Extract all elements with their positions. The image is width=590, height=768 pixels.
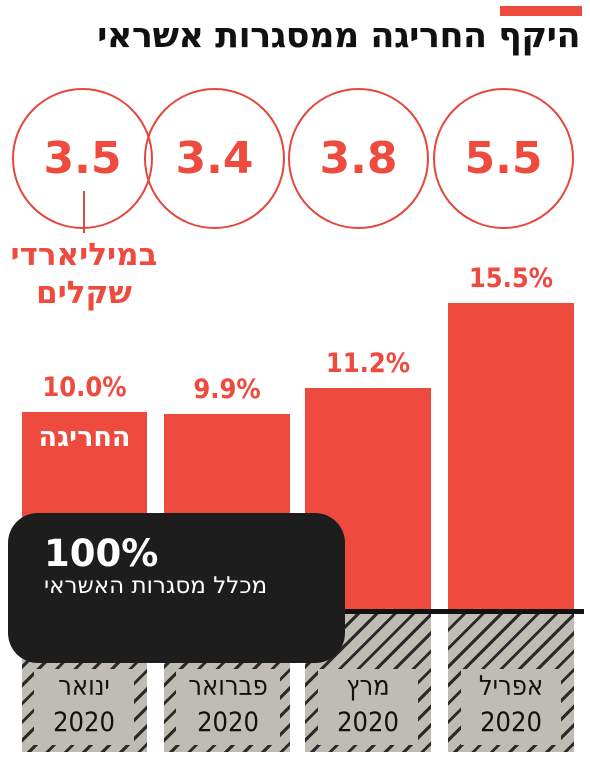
- unit-pointer-line: [83, 191, 85, 233]
- bar-value-label-january: 10.0%: [42, 371, 127, 403]
- month-label-january: ינואר 2020: [34, 669, 134, 745]
- amount-circle-february: 3.4: [144, 88, 285, 229]
- month-name: ינואר: [58, 671, 110, 702]
- bar-value-label-february: 9.9%: [193, 373, 261, 405]
- month-year: 2020: [53, 707, 115, 738]
- month-name: פברואר: [188, 671, 268, 702]
- month-label-february: פברואר 2020: [176, 669, 280, 745]
- bar-value-label-march: 11.2%: [325, 347, 411, 379]
- amount-circle-april: 5.5: [433, 88, 574, 229]
- bar-inner-label: החריגה: [38, 421, 131, 453]
- month-name: אפריל: [478, 671, 544, 702]
- bar-april: [448, 303, 574, 609]
- month-label-april: אפריל 2020: [461, 669, 561, 745]
- total-percent: 100%: [44, 532, 159, 575]
- month-year: 2020: [197, 707, 259, 738]
- chart-title: היקף החריגה ממסגרות אשראי: [97, 16, 580, 56]
- total-overlay-box: [8, 513, 345, 663]
- unit-label: במיליארדי שקלים: [10, 237, 158, 311]
- month-year: 2020: [337, 707, 399, 738]
- amount-circle-march: 3.8: [288, 88, 429, 229]
- total-label: מכלל מסגרות האשראי: [44, 573, 268, 599]
- amount-circle-january: 3.5: [12, 88, 153, 229]
- month-year: 2020: [480, 707, 542, 738]
- accent-bar: [500, 6, 582, 16]
- bar-value-label-april: 15.5%: [468, 263, 554, 294]
- month-label-march: מרץ 2020: [318, 669, 418, 745]
- month-name: מרץ: [346, 671, 390, 702]
